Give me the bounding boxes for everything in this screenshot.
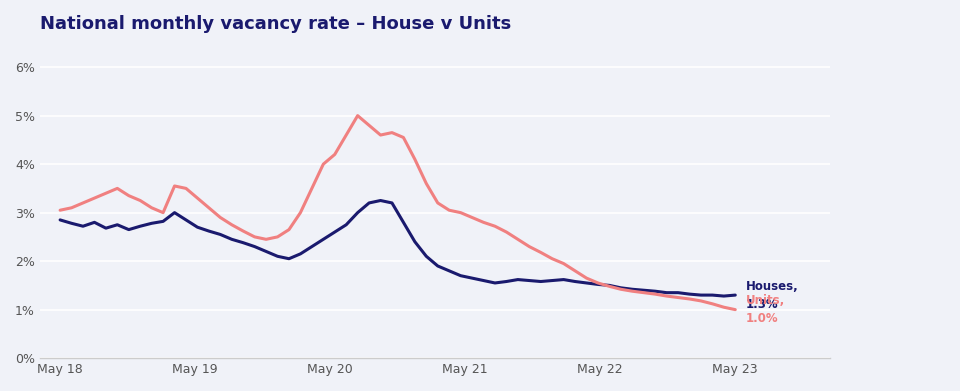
Text: Units,
1.0%: Units, 1.0%: [746, 294, 785, 325]
Text: National monthly vacancy rate – House v Units: National monthly vacancy rate – House v …: [40, 15, 511, 33]
Text: Houses,
1.3%: Houses, 1.3%: [746, 280, 799, 310]
